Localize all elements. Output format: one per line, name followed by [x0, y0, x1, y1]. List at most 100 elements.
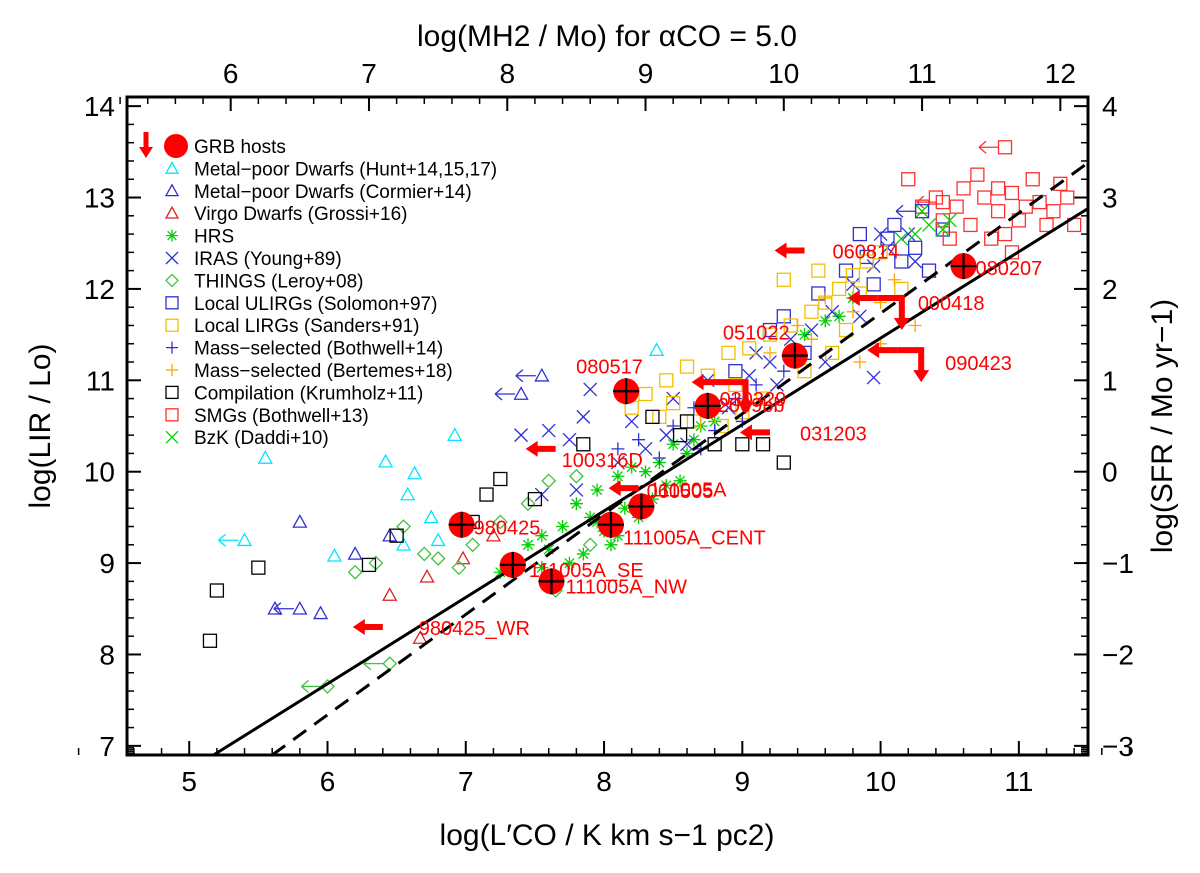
plus-marker: [908, 318, 922, 332]
y-tick-label: 11: [86, 365, 115, 396]
data-point: [638, 386, 653, 402]
asterisk-marker: [556, 520, 570, 534]
square-marker: [672, 427, 688, 443]
square-marker: [997, 140, 1013, 155]
data-point: [377, 453, 394, 468]
grb-error-bar: [538, 568, 565, 595]
grb-label: 980425: [474, 518, 541, 540]
data-point: [811, 263, 826, 278]
data-point: [1004, 185, 1020, 201]
square-marker: [963, 217, 978, 233]
grb-detection-2009bb: 2009bb: [694, 392, 784, 419]
data-point: [423, 509, 439, 524]
data-point: [202, 633, 218, 648]
data-point: [611, 469, 625, 483]
square-marker: [831, 281, 847, 297]
square-marker: [209, 583, 225, 598]
data-point: [680, 437, 694, 452]
axes-layer: 5 6 7 8 9 10 116 7 8 9 10 11 127891011121314−3−2−101…: [77, 58, 1134, 797]
legend-marker: [165, 318, 179, 332]
y2-tick-label: −3: [1102, 731, 1134, 762]
grb-label: 080517: [576, 356, 643, 378]
data-point: [908, 318, 922, 332]
triangle-marker: [419, 568, 435, 583]
square-marker: [811, 263, 826, 278]
cross-marker: [610, 455, 625, 470]
grb-label: 980425_WR: [419, 618, 530, 640]
data-point: [562, 556, 576, 570]
data-point: [582, 537, 598, 553]
data-point: [853, 355, 867, 369]
x-tick-label: 8: [596, 766, 612, 797]
grb-error-bar: [694, 392, 721, 419]
plus-marker: [887, 273, 901, 287]
y-tick-label: 9: [99, 548, 115, 579]
triangle-marker: [164, 161, 180, 174]
square-marker: [852, 226, 867, 242]
data-point: [997, 226, 1013, 242]
cross-marker: [942, 213, 957, 228]
y-tick-label: 13: [84, 183, 115, 214]
data-point: [541, 473, 557, 489]
data-point: [735, 437, 750, 452]
cross-marker: [680, 437, 694, 452]
diamond-marker: [465, 537, 481, 553]
data-point: [569, 483, 584, 497]
grb-down-arrowhead: [737, 402, 754, 415]
data-point: [873, 245, 888, 260]
triangle-marker: [407, 465, 423, 480]
data-point: [632, 433, 646, 447]
y-axis-title: log(LIR / Lo): [24, 343, 57, 508]
square-marker: [645, 409, 660, 425]
data-point: [430, 551, 446, 566]
data-point: [527, 491, 543, 507]
legend-label: Mass−selected (Bothwell+14): [194, 339, 443, 360]
grb-error-bar: [950, 253, 977, 280]
square-marker: [887, 217, 902, 233]
data-point: [673, 474, 687, 488]
asterisk-marker: [562, 556, 576, 570]
data-point: [728, 392, 742, 406]
data-point: [1018, 199, 1033, 214]
data-point: [721, 400, 736, 415]
triangle-marker: [430, 532, 446, 547]
data-point: [838, 322, 854, 338]
grb-limit-000418: 000418: [847, 290, 985, 331]
square-marker: [990, 181, 1006, 196]
data-point: [520, 496, 536, 512]
square-marker: [990, 204, 1006, 219]
data-point: [645, 492, 659, 506]
legend-label: THINGS (Leroy+08): [194, 271, 363, 292]
data-point: [763, 355, 777, 369]
series-metal-poor-dwarfs-hunt-14-15-17-: [257, 342, 665, 562]
cross-marker: [624, 414, 639, 429]
data-point: [590, 515, 604, 529]
x-tick-label: 9: [735, 766, 751, 797]
square-marker: [755, 437, 771, 452]
data-point: [1053, 176, 1068, 191]
series-metal-poor-dwarfs-cormier-14-: [267, 514, 398, 620]
plus-marker: [818, 291, 832, 305]
asterisk-marker: [535, 529, 549, 543]
grb-left-arrowhead: [691, 374, 704, 391]
square-marker: [165, 408, 179, 422]
data-point: [493, 565, 507, 579]
data-point: [638, 441, 653, 456]
grb-limit-060814: 060814: [774, 242, 899, 264]
data-point: [797, 364, 812, 379]
series-bzk-daddi-10-: [894, 204, 957, 246]
square-marker: [970, 167, 985, 182]
x-tick-label: 10: [865, 766, 896, 797]
y-tick-label: 14: [84, 91, 115, 122]
data-point: [935, 222, 950, 237]
square-marker: [202, 633, 218, 648]
plus-marker: [749, 378, 763, 392]
triangle-marker: [447, 427, 463, 441]
square-marker: [859, 254, 874, 269]
data-point: [762, 327, 778, 342]
data-point: [859, 254, 874, 269]
asterisk-marker: [618, 501, 632, 515]
data-point: [915, 204, 930, 219]
